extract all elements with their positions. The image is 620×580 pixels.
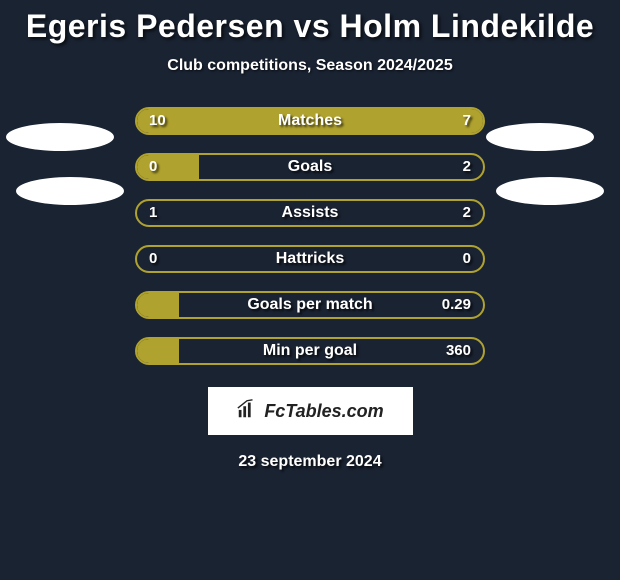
stat-row: Min per goal360: [135, 337, 485, 365]
stat-right-value: 7: [463, 109, 471, 133]
chart-icon: [236, 398, 258, 425]
stat-label: Goals per match: [137, 293, 483, 317]
avatar: [6, 123, 114, 151]
stat-label: Matches: [137, 109, 483, 133]
page-title: Egeris Pedersen vs Holm Lindekilde: [0, 8, 620, 45]
page-subtitle: Club competitions, Season 2024/2025: [0, 57, 620, 75]
avatar: [496, 177, 604, 205]
stat-right-value: 2: [463, 201, 471, 225]
stat-label: Hattricks: [137, 247, 483, 271]
watermark: FcTables.com: [208, 387, 413, 435]
stat-right-value: 2: [463, 155, 471, 179]
stat-row: 10Matches7: [135, 107, 485, 135]
date-label: 23 september 2024: [0, 453, 620, 471]
watermark-text: FcTables.com: [264, 401, 383, 422]
stat-label: Goals: [137, 155, 483, 179]
stat-row: 0Goals2: [135, 153, 485, 181]
stat-row: 0Hattricks0: [135, 245, 485, 273]
stat-label: Assists: [137, 201, 483, 225]
stat-label: Min per goal: [137, 339, 483, 363]
stat-right-value: 0.29: [442, 293, 471, 317]
comparison-card: Egeris Pedersen vs Holm Lindekilde Club …: [0, 0, 620, 471]
stat-row: Goals per match0.29: [135, 291, 485, 319]
stat-right-value: 0: [463, 247, 471, 271]
avatar: [16, 177, 124, 205]
stat-row: 1Assists2: [135, 199, 485, 227]
avatar: [486, 123, 594, 151]
stat-right-value: 360: [446, 339, 471, 363]
